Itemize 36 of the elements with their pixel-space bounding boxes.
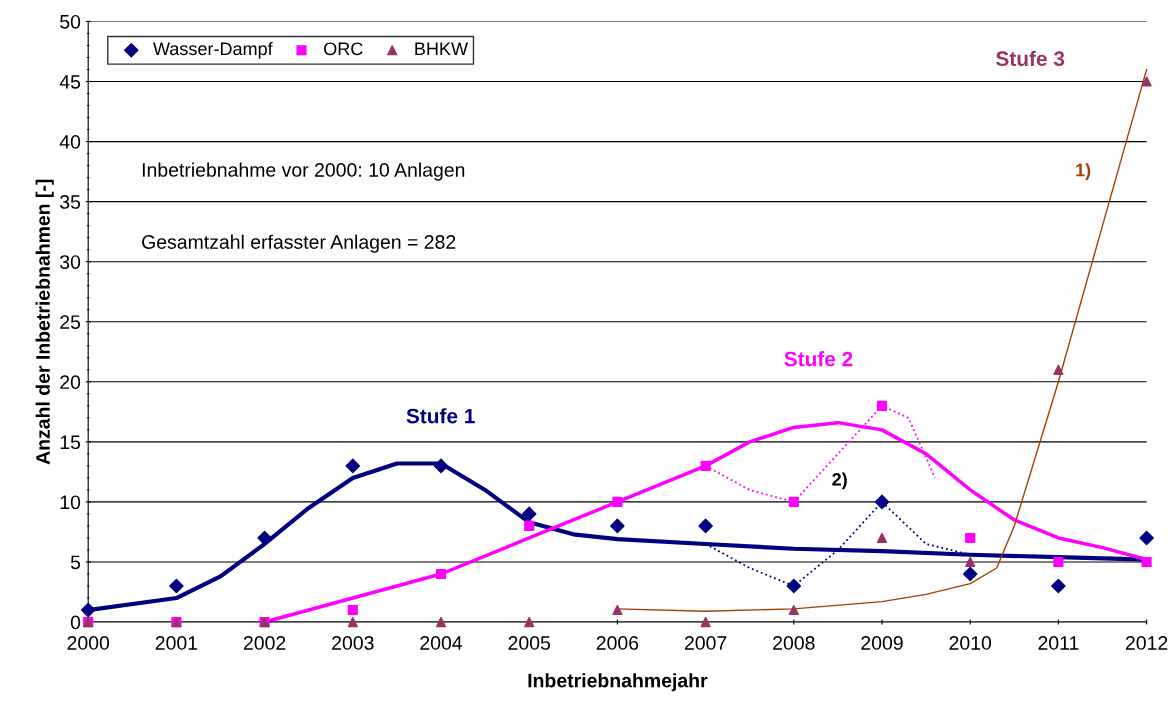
annotation: Gesamtzahl erfasster Anlagen = 282 [142,234,456,253]
x-tick-label: 2000 [67,636,110,650]
x-tick-label: 2012 [1125,636,1168,650]
annotation: 2) [832,472,847,490]
annotation: 1) [1076,163,1091,181]
legend-label: BHKW [415,42,468,55]
y-tick-label: 30 [60,255,81,269]
annotation: Stufe 2 [784,351,853,367]
x-tick-label: 2008 [773,636,815,650]
annotation: Inbetriebnahme vor 2000: 10 Anlagen [142,162,465,181]
y-tick-label: 20 [60,375,81,390]
legend-label: Wasser-Dampf [153,41,273,59]
annotation: Stufe 3 [996,50,1065,67]
x-tick-label: 2003 [332,636,374,650]
x-tick-label: 2005 [508,636,551,650]
x-tick-label: 2011 [1038,636,1079,650]
y-tick-label: 40 [59,135,81,149]
x-tick-label: 2010 [949,636,992,650]
y-tick-label: 25 [60,315,81,329]
x-tick-label: 2001 [155,636,198,650]
y-tick-label: 45 [59,75,81,89]
y-tick-label: 5 [70,555,81,570]
y-tick-label: 50 [60,14,81,29]
y-tick-label: 35 [60,195,81,209]
x-tick-label: 2004 [420,636,463,650]
x-tick-label: 2009 [861,636,903,650]
x-tick-label: 2006 [596,636,639,650]
y-tick-label: 15 [60,435,81,450]
x-tick-label: 2002 [243,636,286,650]
y-axis-title: Anzahl der Inbetriebnahmen [-] [35,179,54,465]
x-axis-title: Inbetriebnahmejahr [528,673,708,692]
x-tick-label: 2007 [684,636,727,650]
annotation: Stufe 1 [406,408,475,424]
y-tick-label: 0 [70,615,81,630]
legend-label: ORC [324,42,363,56]
y-tick-label: 10 [60,495,81,510]
